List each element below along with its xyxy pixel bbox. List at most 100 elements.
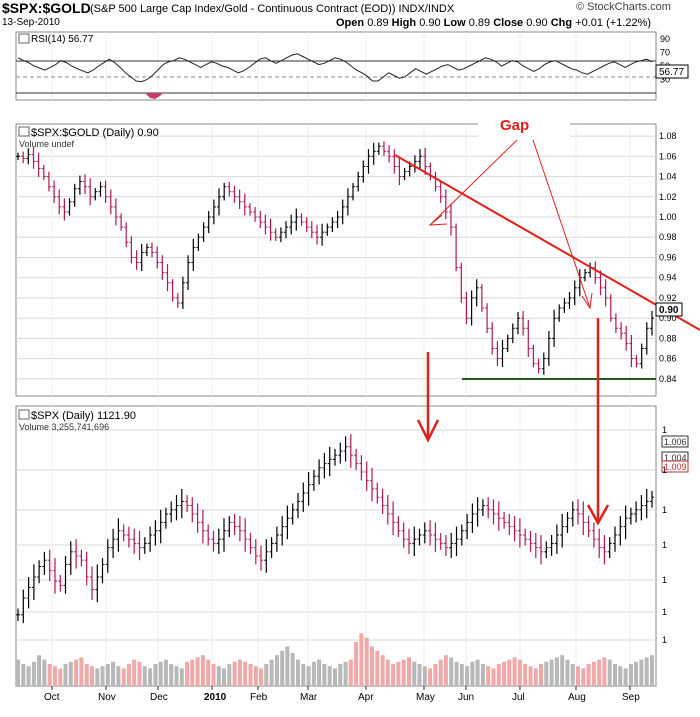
volume-bar (116, 666, 121, 686)
spx-ohlc-bar (391, 501, 396, 535)
spx-tick-label: 1 (662, 505, 667, 515)
ratio-ohlc-bar (294, 208, 299, 231)
volume-bar (100, 666, 105, 686)
spx-ohlc-bar (370, 467, 374, 502)
spx-title-text: $SPX (Daily) 1121.90 (31, 410, 136, 422)
ratio-ohlc-bar (366, 149, 371, 174)
x-axis: Oct Nov Dec 2010 Feb Mar Apr May Jun Jul Aug Sep (44, 686, 640, 703)
volume-bar (417, 664, 422, 686)
ratio-ohlc-bar (315, 224, 319, 245)
volume-bar (31, 661, 36, 686)
spx-ohlc-bar (412, 526, 417, 556)
ratio-ohlc-bar (289, 214, 294, 235)
volume-bar (42, 659, 47, 686)
spx-ohlc-bar (163, 507, 168, 529)
spx-ohlc-bar (26, 577, 31, 609)
volume-bar (37, 655, 42, 686)
volume-bar (433, 664, 438, 686)
ratio-tick-label: 1.04 (659, 172, 677, 182)
ratio-ohlc-bar (227, 181, 232, 197)
spx-ohlc-bar (259, 545, 263, 571)
volume-bar (158, 661, 163, 686)
volume-bar (306, 666, 311, 686)
ratio-ohlc-bar (304, 217, 309, 232)
spx-ohlc-bar (396, 516, 401, 538)
volume-bar (68, 661, 73, 686)
spx-ohlc-bar (338, 442, 343, 464)
volume-bar (317, 659, 322, 686)
volume-bar (639, 659, 644, 686)
spx-ohlc-bar (222, 518, 226, 552)
volume-bar (391, 664, 396, 686)
ratio-title-text: $SPX:$GOLD (Daily) 0.90 (31, 127, 159, 139)
spx-ohlc-bar (634, 501, 639, 523)
volume-bar (533, 668, 538, 686)
ratio-ohlc-bar (454, 223, 459, 272)
volume-bar (259, 668, 263, 686)
volume-bar (364, 637, 369, 686)
spx-ohlc-bar (31, 564, 36, 601)
spx-ohlc-bar (554, 524, 559, 554)
volume-bar (153, 664, 158, 686)
spx-box-1: 1.006 (664, 437, 687, 447)
ohlc-summary: Open 0.89 High 0.90 Low 0.89 Close 0.90 … (336, 17, 651, 29)
volume-bar (243, 661, 248, 686)
ratio-ohlc-bar (345, 188, 350, 216)
x-tick-label: Oct (44, 692, 60, 703)
ratio-ohlc-bar (531, 344, 536, 368)
volume-bar (174, 666, 179, 686)
volume-bar (618, 666, 623, 686)
spx-ohlc-bar (317, 459, 322, 485)
ratio-ohlc-bar (629, 334, 634, 368)
spx-ohlc-bar (650, 490, 654, 508)
ratio-ohlc-bar (500, 340, 505, 368)
spx-ohlc-bar (121, 524, 126, 542)
low-value: 0.89 (468, 17, 491, 29)
spx-ohlc-bar (100, 558, 105, 584)
spx-ohlc-bar (84, 551, 89, 586)
spx-tick-label: 1 (662, 635, 667, 645)
spx-ohlc-bar (248, 532, 253, 554)
ratio-tick-label: 0.88 (659, 333, 677, 343)
ratio-ohlc-bar (72, 183, 77, 207)
volume-bar (628, 664, 633, 686)
ratio-tick-label: 1.00 (659, 212, 677, 222)
spx-ohlc-bar (359, 455, 364, 481)
ratio-ohlc-bar (541, 352, 546, 375)
ratio-ohlc-bar (36, 152, 41, 177)
spx-tick-label: 1 (662, 540, 667, 550)
volume-bar (375, 650, 380, 686)
ratio-ohlc-bar (170, 279, 175, 302)
volume-bar (539, 664, 543, 686)
ratio-ohlc-bar (650, 310, 654, 336)
spx-ohlc-bar (274, 526, 279, 552)
volume-bar (58, 668, 63, 686)
spx-ohlc-bar (195, 503, 200, 533)
spx-ohlc-bar (443, 535, 448, 556)
ratio-ohlc-bar (88, 178, 93, 206)
x-tick-label: 2010 (204, 692, 227, 703)
volume-bar (528, 666, 533, 686)
ratio-ohlc-bar (443, 189, 448, 220)
spx-box-3: 1.009 (664, 462, 687, 472)
ratio-ohlc-bar (309, 221, 314, 239)
ratio-ohlc-bar (387, 145, 392, 163)
spx-ohlc-bar (237, 516, 242, 542)
ratio-ohlc-bar (237, 189, 242, 210)
volume-bar (105, 664, 110, 686)
volume-bar (253, 666, 258, 686)
spx-ohlc-bar (37, 560, 42, 584)
spx-ohlc-bar (243, 518, 248, 552)
spx-ohlc-bar (111, 528, 116, 559)
ratio-ohlc-bar (526, 319, 531, 357)
volume-bar (507, 659, 512, 686)
ratio-ohlc-bar (449, 203, 453, 236)
ratio-ohlc-bar (490, 322, 495, 355)
ratio-ohlc-bar (546, 331, 551, 366)
volume-bar (121, 668, 126, 686)
ratio-ohlc-bar (572, 280, 577, 306)
ratio-ohlc-bar (77, 175, 82, 195)
ratio-ohlc-bar (108, 189, 113, 215)
volume-bar (21, 664, 26, 686)
